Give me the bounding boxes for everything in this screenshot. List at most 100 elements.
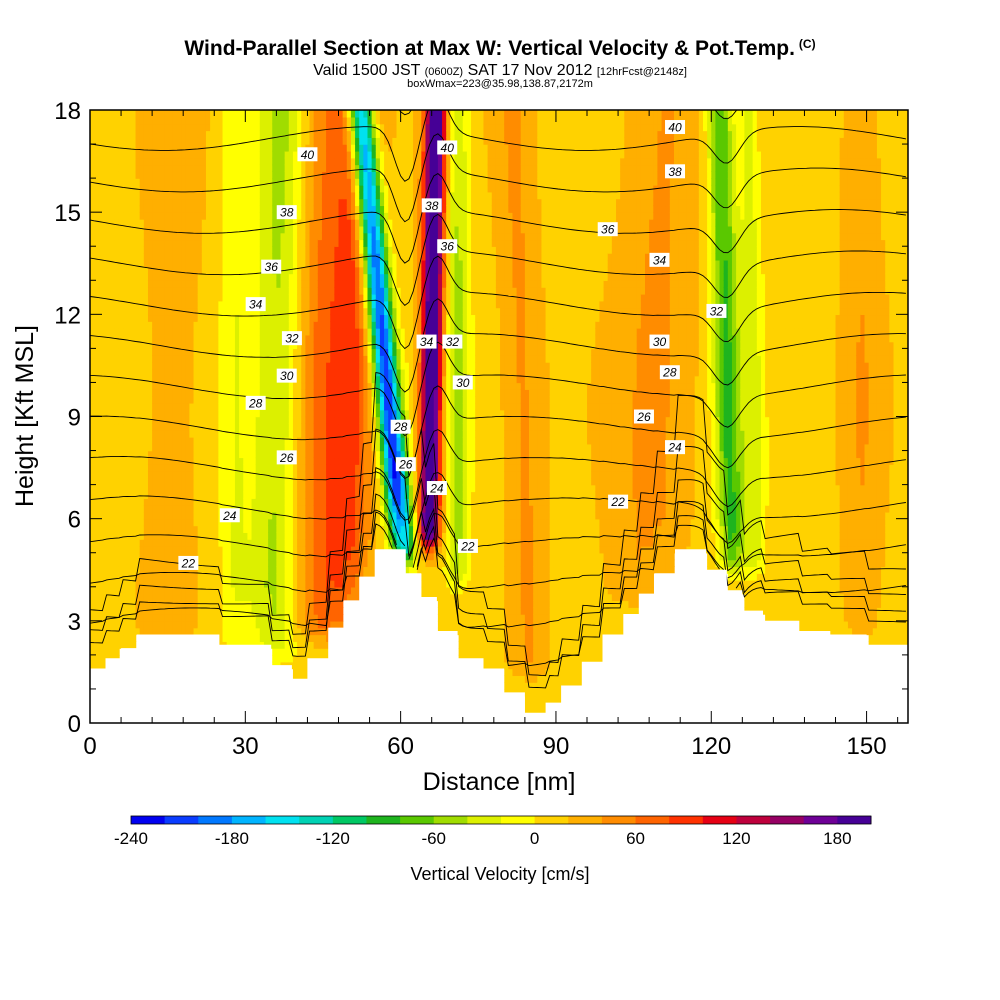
w-cell [227,471,232,479]
w-cell [169,457,174,465]
w-cell [165,355,170,363]
w-cell [148,403,153,411]
w-cell [123,403,128,411]
w-cell [297,314,302,322]
w-cell [94,328,99,336]
w-cell [119,525,124,533]
w-cell [243,464,248,472]
w-cell [272,498,277,506]
w-cell [330,396,335,404]
w-cell [136,423,141,431]
w-cell [206,376,211,384]
w-cell [165,171,170,179]
w-cell [252,151,257,159]
w-cell [107,485,112,493]
w-cell [293,532,298,540]
w-cell [173,403,178,411]
w-cell [169,451,174,459]
w-cell [322,280,327,288]
w-cell [310,532,315,540]
w-cell [165,246,170,254]
w-cell [330,164,335,172]
w-cell [165,273,170,281]
w-cell [189,491,194,499]
w-cell [276,342,281,350]
w-cell [102,273,107,281]
w-cell [173,151,178,159]
w-cell [115,342,120,350]
w-cell [169,498,174,506]
w-cell [185,444,190,452]
w-cell [318,539,323,547]
w-cell [148,587,153,595]
w-cell [144,621,149,629]
w-cell [140,621,145,629]
w-cell [94,634,99,642]
w-cell [102,164,107,172]
w-cell [293,512,298,520]
w-cell [210,348,215,356]
w-cell [293,410,298,418]
w-cell [189,308,194,316]
w-cell [314,348,319,356]
w-cell [239,301,244,309]
w-cell [98,389,103,397]
w-cell [148,614,153,622]
w-cell [198,192,203,200]
w-cell [256,158,261,166]
w-cell [194,519,199,527]
w-cell [326,382,331,390]
w-cell [243,137,248,145]
w-cell [185,301,190,309]
w-cell [94,185,99,193]
w-cell [330,560,335,568]
w-cell [131,158,136,166]
w-cell [144,233,149,241]
w-cell [185,512,190,520]
w-cell [185,308,190,316]
w-cell [252,410,257,418]
w-cell [293,464,298,472]
w-cell [326,471,331,479]
w-cell [111,151,116,159]
w-cell [148,382,153,390]
w-cell [198,491,203,499]
w-cell [310,137,315,145]
w-cell [119,308,124,316]
w-cell [148,464,153,472]
w-cell [268,239,273,247]
w-cell [264,335,269,343]
w-cell [272,246,277,254]
w-cell [136,110,141,118]
w-cell [322,573,327,581]
w-cell [322,505,327,513]
w-cell [343,199,348,207]
w-cell [297,178,302,186]
w-cell [289,321,294,329]
w-cell [243,314,248,322]
w-cell [152,205,157,213]
w-cell [127,621,132,629]
w-cell [310,505,315,513]
w-cell [318,437,323,445]
w-cell [185,130,190,138]
w-cell [140,164,145,172]
w-cell [343,376,348,384]
w-cell [297,369,302,377]
w-cell [189,137,194,145]
w-cell [98,171,103,179]
w-cell [314,457,319,465]
w-cell [326,294,331,302]
w-cell [194,580,199,588]
w-cell [310,451,315,459]
w-cell [210,396,215,404]
w-cell [107,396,112,404]
w-cell [202,471,207,479]
w-cell [189,158,194,166]
w-cell [260,117,265,125]
w-cell [102,389,107,397]
w-cell [123,553,128,561]
w-cell [206,525,211,533]
w-cell [318,478,323,486]
w-cell [194,280,199,288]
